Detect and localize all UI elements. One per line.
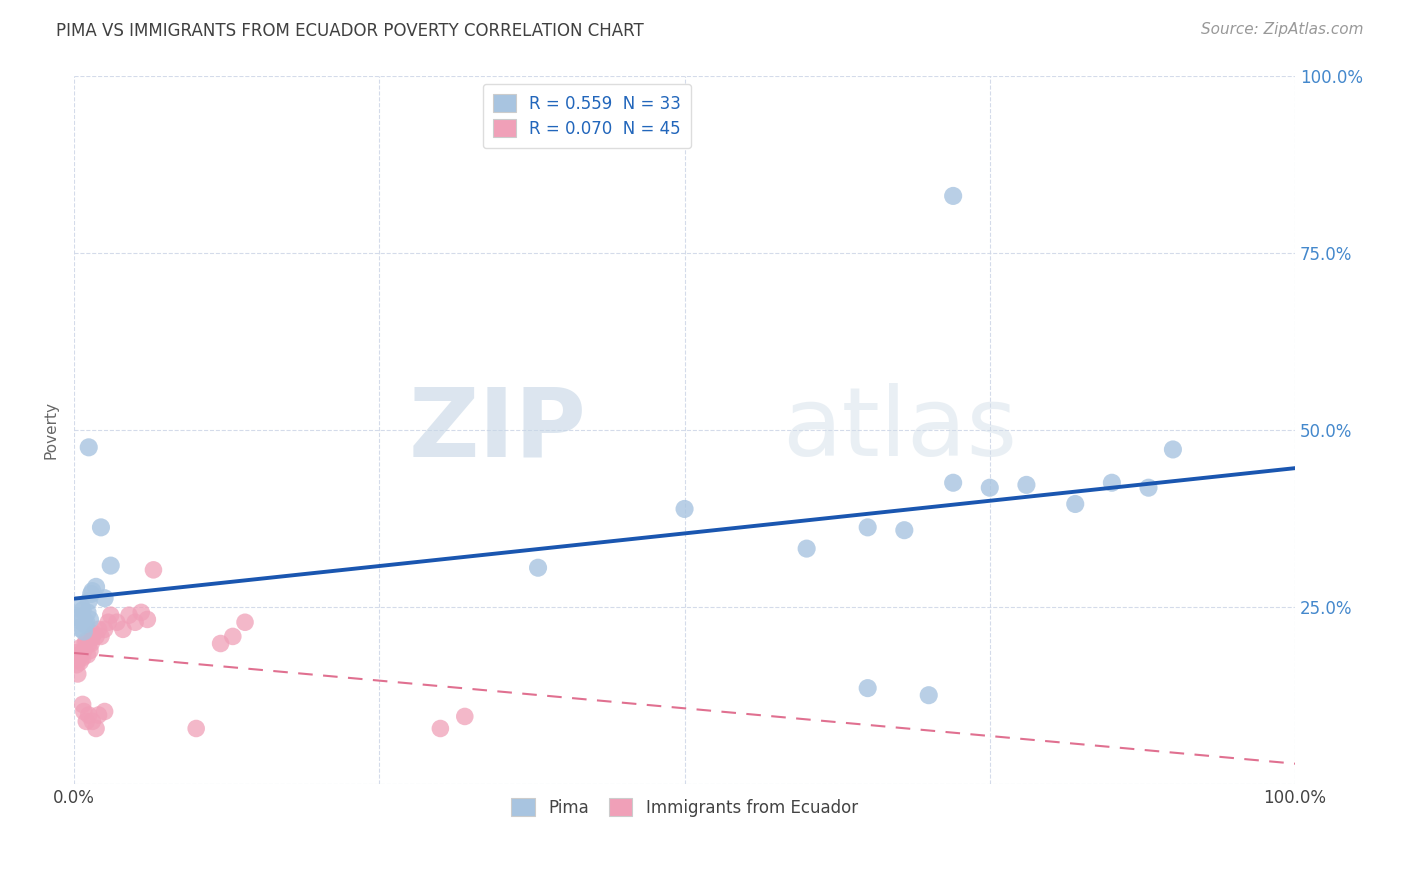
Point [75, 617, 97, 632]
Point [429, 722, 451, 736]
Point [70, 599, 93, 614]
Point [87, 708, 110, 723]
Point [69, 640, 91, 655]
Point [233, 615, 256, 630]
Point [979, 481, 1001, 495]
Point [65, 657, 87, 672]
Point [83, 626, 105, 640]
Point [79, 643, 101, 657]
Point [67, 648, 90, 662]
Point [527, 560, 550, 574]
Y-axis label: Poverty: Poverty [44, 401, 58, 458]
Point [66, 653, 89, 667]
Point [942, 189, 965, 203]
Point [82, 714, 104, 729]
Point [84, 722, 107, 736]
Point [77, 708, 100, 723]
Point [1161, 442, 1184, 457]
Point [100, 608, 122, 623]
Legend: Pima, Immigrants from Ecuador: Pima, Immigrants from Ecuador [503, 789, 866, 825]
Point [73, 624, 96, 639]
Point [84, 580, 107, 594]
Point [97, 615, 120, 630]
Point [73, 705, 96, 719]
Point [72, 603, 94, 617]
Point [70, 647, 93, 661]
Point [93, 591, 115, 606]
Point [82, 584, 104, 599]
Point [1137, 481, 1160, 495]
Point [105, 615, 128, 630]
Text: PIMA VS IMMIGRANTS FROM ECUADOR POVERTY CORRELATION CHART: PIMA VS IMMIGRANTS FROM ECUADOR POVERTY … [56, 22, 644, 40]
Point [186, 722, 208, 736]
Point [80, 636, 103, 650]
Point [856, 681, 879, 695]
Point [796, 541, 818, 556]
Point [93, 623, 115, 637]
Point [673, 502, 696, 516]
Point [75, 615, 97, 630]
Point [93, 705, 115, 719]
Point [77, 594, 100, 608]
Point [75, 636, 97, 650]
Point [918, 688, 941, 702]
Point [76, 605, 98, 619]
Point [1101, 475, 1123, 490]
Point [124, 615, 146, 630]
Point [84, 629, 107, 643]
Point [129, 605, 152, 619]
Text: atlas: atlas [782, 384, 1018, 476]
Point [100, 558, 122, 573]
Point [142, 563, 165, 577]
Text: ZIP: ZIP [409, 384, 586, 476]
Text: Source: ZipAtlas.com: Source: ZipAtlas.com [1201, 22, 1364, 37]
Point [82, 629, 104, 643]
Point [66, 610, 89, 624]
Point [856, 520, 879, 534]
Point [111, 623, 134, 637]
Point [942, 475, 965, 490]
Point [72, 650, 94, 665]
Point [66, 667, 89, 681]
Point [893, 523, 915, 537]
Point [209, 636, 232, 650]
Point [77, 636, 100, 650]
Point [136, 612, 159, 626]
Point [1064, 497, 1087, 511]
Point [454, 709, 477, 723]
Point [73, 643, 96, 657]
Point [75, 633, 97, 648]
Point [222, 629, 245, 643]
Point [90, 520, 112, 534]
Point [65, 646, 87, 660]
Point [76, 648, 98, 662]
Point [79, 612, 101, 626]
Point [69, 614, 91, 628]
Point [90, 629, 112, 643]
Point [80, 587, 103, 601]
Point [77, 440, 100, 454]
Point [69, 655, 91, 669]
Point [72, 698, 94, 712]
Point [75, 714, 97, 729]
Point [118, 608, 141, 623]
Point [87, 623, 110, 637]
Point [1015, 478, 1038, 492]
Point [67, 621, 90, 635]
